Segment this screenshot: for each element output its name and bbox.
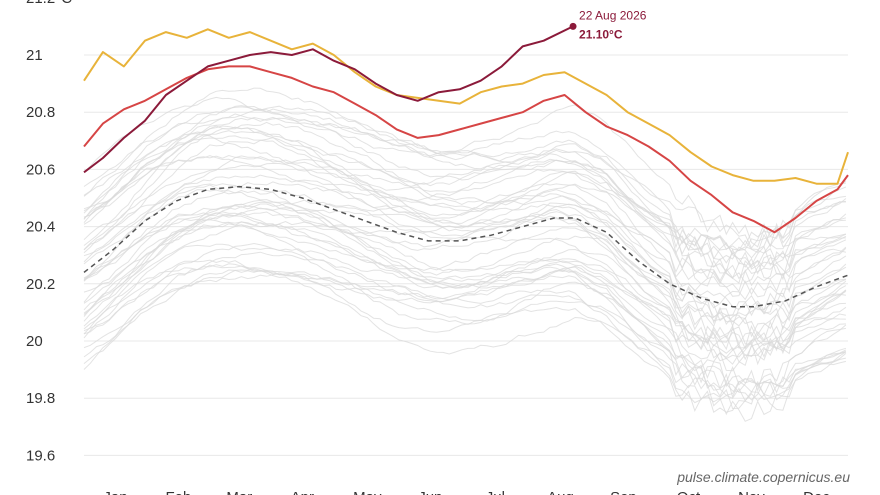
historical-year-line bbox=[83, 259, 847, 394]
historical-year-line bbox=[83, 221, 847, 361]
y-tick-label: 20.4 bbox=[26, 219, 55, 236]
historical-year-line bbox=[83, 155, 847, 298]
historical-year-line bbox=[83, 264, 847, 411]
y-grid bbox=[84, 54, 848, 456]
x-tick-label: Sep bbox=[610, 489, 637, 495]
series-line-year-red bbox=[83, 65, 849, 234]
historical-year-line bbox=[83, 164, 847, 314]
series-line-highlight-year bbox=[83, 25, 574, 174]
annotation-date: 22 Aug 2026 bbox=[579, 8, 647, 22]
historical-year-line bbox=[83, 214, 846, 355]
historical-year-line bbox=[83, 181, 847, 328]
historical-year-line bbox=[83, 251, 847, 413]
historical-year-line bbox=[83, 105, 846, 249]
historical-year-line bbox=[83, 218, 846, 366]
x-tick-label: Jul bbox=[486, 489, 505, 495]
historical-year-line bbox=[83, 263, 847, 401]
historical-year-line bbox=[83, 135, 846, 276]
historical-year-line bbox=[83, 189, 847, 331]
y-tick-label: 21.2°C bbox=[26, 0, 72, 7]
y-axis-tick-labels: 19.6 19.8 20 20.2 20.4 20.6 20.8 21 21.2°C bbox=[26, 0, 72, 464]
x-tick-label: Aug bbox=[547, 489, 574, 495]
historical-year-line bbox=[83, 199, 847, 372]
x-tick-label: May bbox=[353, 489, 382, 495]
historical-year-line bbox=[83, 113, 846, 255]
historical-year-line bbox=[83, 183, 846, 323]
historical-year-line bbox=[83, 269, 847, 396]
x-tick-label: Feb bbox=[166, 489, 192, 495]
historical-year-line bbox=[83, 267, 847, 410]
historical-year-line bbox=[83, 121, 846, 285]
x-tick-label: Nov bbox=[738, 489, 765, 495]
y-tick-label: 20 bbox=[26, 333, 43, 350]
latest-value-annotation: 22 Aug 2026 21.10°C bbox=[569, 8, 647, 41]
annotation-value: 21.10°C bbox=[579, 27, 623, 41]
source-credit[interactable]: pulse.climate.copernicus.eu bbox=[677, 469, 850, 485]
historical-year-line bbox=[83, 211, 846, 352]
historical-year-line bbox=[83, 154, 847, 284]
historical-year-line bbox=[83, 134, 847, 280]
y-tick-label: 20.2 bbox=[26, 276, 55, 293]
y-tick-label: 20.6 bbox=[26, 161, 55, 178]
series-lines bbox=[83, 25, 849, 308]
historical-years-lines bbox=[83, 87, 847, 422]
x-tick-label: Oct bbox=[677, 489, 701, 495]
historical-year-line bbox=[83, 272, 847, 422]
historical-year-line bbox=[83, 96, 846, 249]
x-tick-label: Jan bbox=[103, 489, 127, 495]
historical-year-line bbox=[83, 137, 847, 293]
historical-year-line bbox=[83, 174, 847, 322]
historical-year-line bbox=[83, 87, 847, 251]
x-axis-tick-labels: Jan Feb Mar Apr May Jun Jul Aug Sep Oct Nov Dec bbox=[103, 489, 830, 495]
historical-year-line bbox=[83, 125, 847, 267]
latest-value-marker[interactable] bbox=[569, 22, 577, 30]
series-line-average bbox=[83, 185, 849, 308]
historical-year-line bbox=[83, 224, 847, 387]
y-tick-label: 21 bbox=[26, 47, 43, 64]
x-tick-label: Jun bbox=[418, 489, 442, 495]
x-tick-label: Apr bbox=[291, 489, 314, 495]
historical-year-line bbox=[83, 243, 847, 399]
y-tick-label: 19.6 bbox=[26, 447, 55, 464]
y-tick-label: 20.8 bbox=[26, 104, 55, 121]
historical-year-line bbox=[83, 201, 847, 365]
historical-year-line bbox=[83, 108, 846, 252]
historical-year-line bbox=[83, 125, 847, 264]
historical-year-line bbox=[83, 155, 847, 309]
x-tick-label: Mar bbox=[226, 489, 252, 495]
y-tick-label: 19.8 bbox=[26, 390, 55, 407]
series-line-year-gold bbox=[83, 28, 849, 185]
historical-year-line bbox=[83, 215, 847, 357]
x-tick-label: Dec bbox=[803, 489, 830, 495]
historical-year-line bbox=[83, 116, 847, 273]
